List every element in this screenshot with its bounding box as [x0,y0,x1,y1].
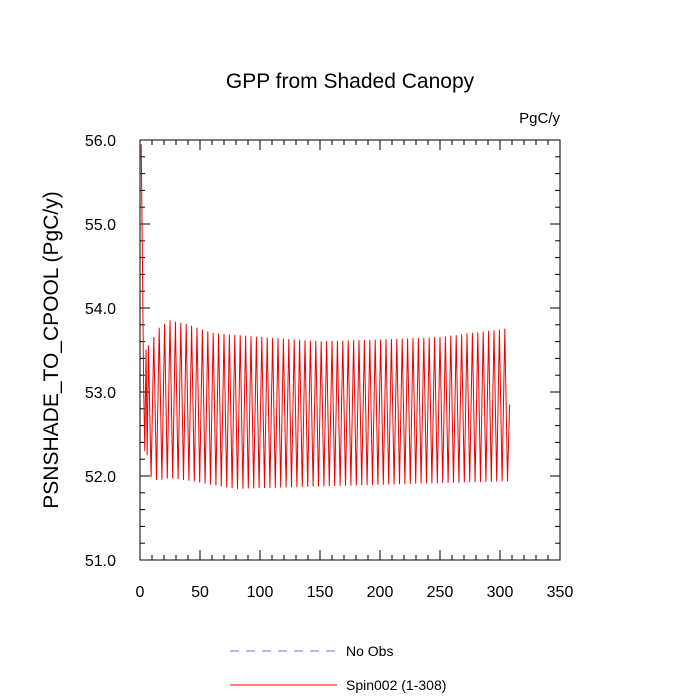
units-label: PgC/y [519,110,560,127]
x-tick-label: 0 [136,584,145,601]
x-tick-label: 300 [487,584,514,601]
x-axis-ticks [139,140,561,560]
y-axis-tick-labels: 51.0 52.0 53.0 54.0 55.0 56.0 [85,133,116,570]
y-axis-label: PSNSHADE_TO_CPOOL (PgC/y) [40,191,63,508]
y-tick-label: 55.0 [85,217,116,234]
series-line-spin002 [140,144,511,490]
x-tick-label: 200 [367,584,394,601]
x-tick-label: 250 [427,584,454,601]
chart-title: GPP from Shaded Canopy [226,70,475,93]
y-tick-label: 56.0 [85,133,116,150]
legend-label-no-obs: No Obs [346,643,393,659]
legend-label-spin002: Spin002 (1-308) [346,677,446,693]
plot-frame [139,139,561,561]
y-tick-label: 51.0 [85,553,116,570]
x-tick-label: 350 [547,584,574,601]
x-tick-label: 150 [307,584,334,601]
y-tick-label: 53.0 [85,385,116,402]
legend: No Obs Spin002 (1-308) [230,643,446,693]
x-tick-label: 100 [247,584,274,601]
x-tick-label: 50 [191,584,209,601]
y-tick-label: 54.0 [85,301,116,318]
x-axis-tick-labels: 0 50 100 150 200 250 300 350 [136,584,574,601]
y-tick-label: 52.0 [85,469,116,486]
series-layer [140,144,511,490]
